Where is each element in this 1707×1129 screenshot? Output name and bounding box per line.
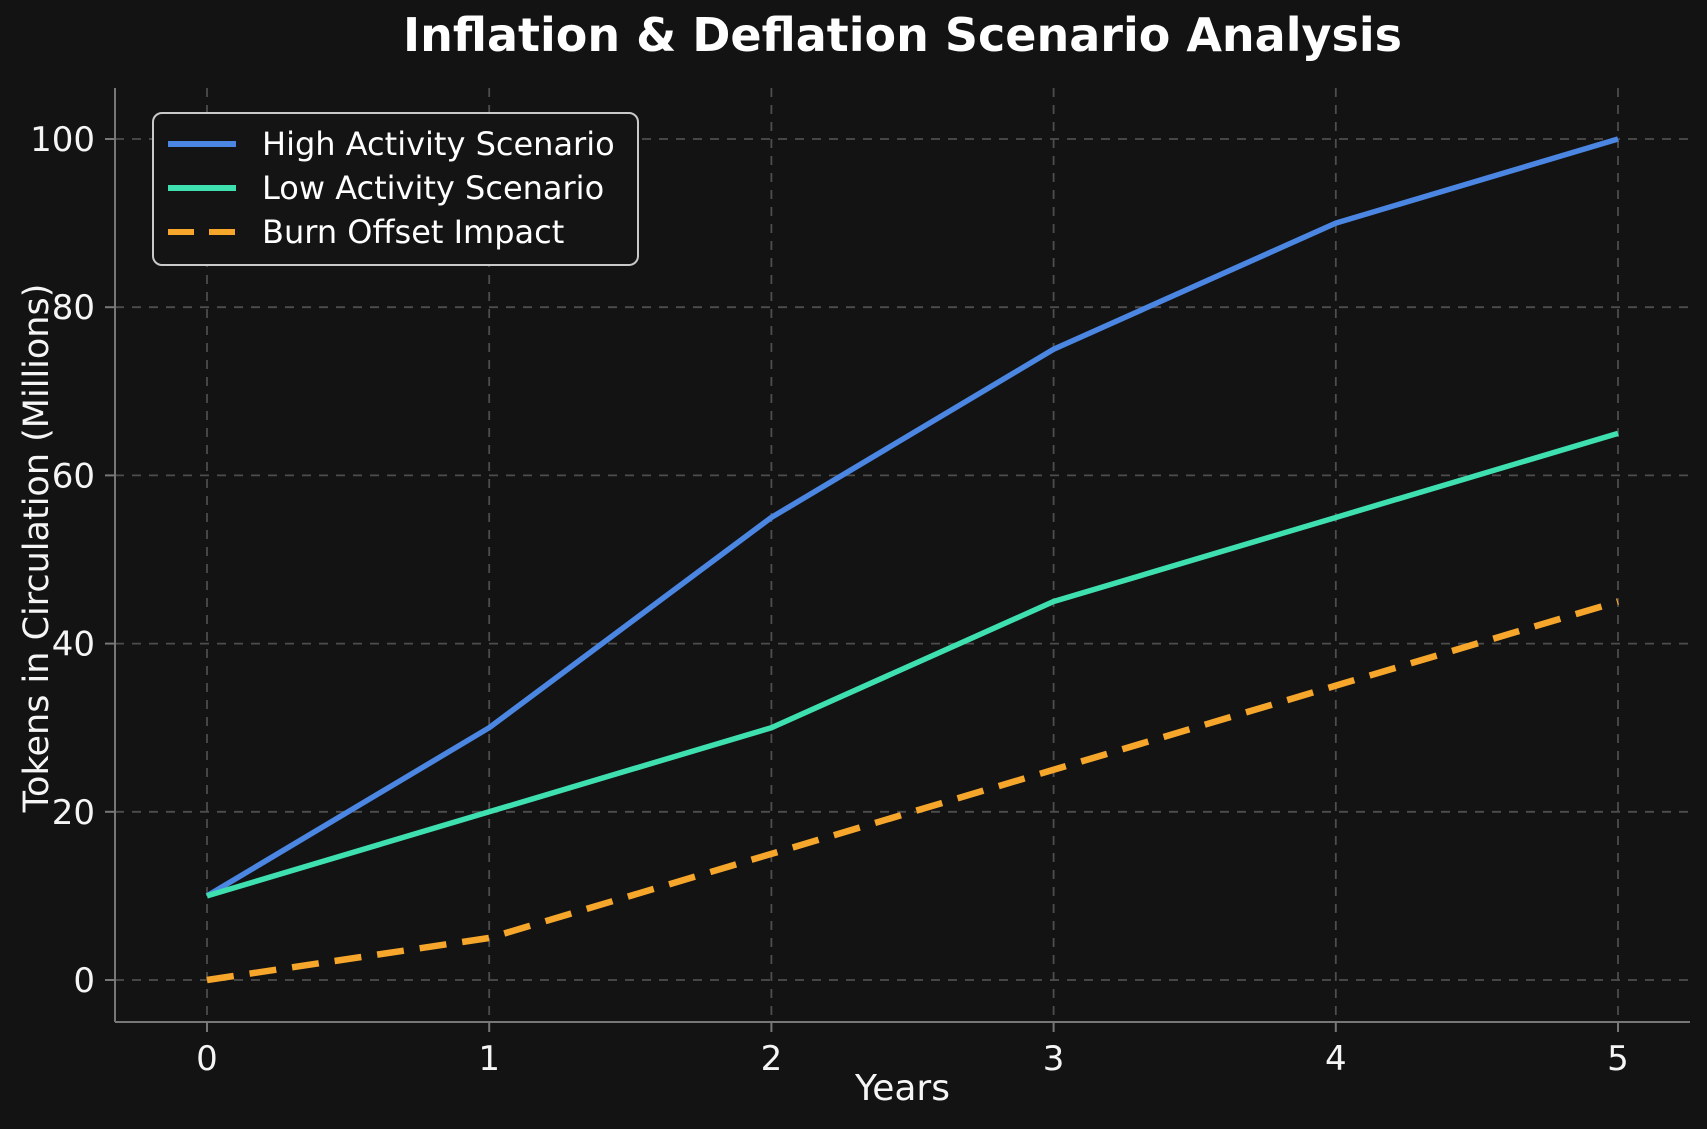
legend-label-burn-offset: Burn Offset Impact — [262, 213, 565, 251]
legend-label-low-activity: Low Activity Scenario — [262, 169, 605, 207]
x-tick-label: 5 — [1607, 1039, 1629, 1079]
legend-swatch-high-activity — [168, 141, 236, 147]
chart-title: Inflation & Deflation Scenario Analysis — [402, 8, 1403, 62]
y-tick-label: 60 — [52, 456, 95, 496]
legend-swatch-low-activity — [168, 185, 236, 191]
x-tick-label: 1 — [478, 1039, 500, 1079]
series-line-2 — [206, 598, 1619, 984]
legend-item-low-activity: Low Activity Scenario — [168, 166, 615, 210]
legend-item-high-activity: High Activity Scenario — [168, 122, 615, 166]
legend-item-burn-offset: Burn Offset Impact — [168, 210, 615, 254]
x-axis-label: Years — [855, 1068, 950, 1109]
legend-label-high-activity: High Activity Scenario — [262, 125, 615, 163]
x-tick-label: 3 — [1043, 1039, 1065, 1079]
legend: High Activity Scenario Low Activity Scen… — [152, 112, 639, 266]
legend-swatch-burn-offset — [168, 229, 236, 235]
y-tick-label: 80 — [52, 288, 95, 328]
series-line-1 — [206, 430, 1619, 899]
x-tick-label: 2 — [761, 1039, 783, 1079]
series-line-0 — [205, 136, 1619, 899]
y-tick-label: 20 — [52, 793, 95, 833]
x-tick-label: 4 — [1325, 1039, 1347, 1079]
x-tick-label: 0 — [196, 1039, 218, 1079]
y-tick-label: 40 — [52, 625, 95, 665]
y-tick-label: 100 — [30, 120, 95, 160]
y-tick-label: 0 — [73, 961, 95, 1001]
